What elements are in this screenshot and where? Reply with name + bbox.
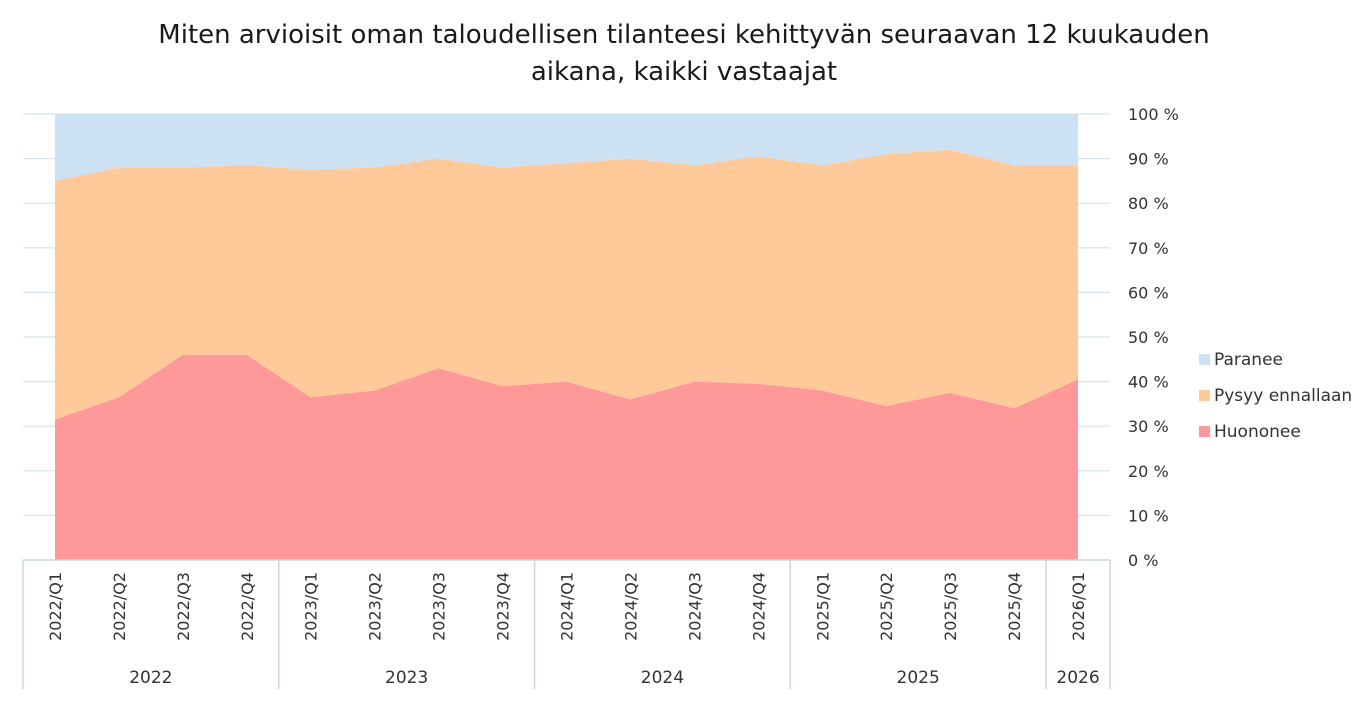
legend-swatch (1199, 390, 1210, 401)
y-tick-label: 40 % (1128, 373, 1169, 392)
y-tick-label: 100 % (1128, 105, 1179, 124)
legend-label: Pysyy ennallaan (1214, 386, 1352, 406)
x-group-label: 2023 (385, 668, 428, 688)
legend-swatch (1199, 426, 1210, 437)
x-tick-label: 2024/Q4 (749, 572, 768, 641)
x-axis: 2022/Q1 2022/Q2 2022/Q3 2022/Q4 2023/Q1 2023/… (22, 559, 1111, 689)
x-tick-label: 2025/Q1 (813, 572, 832, 641)
x-tick-label: 2023/Q2 (366, 572, 385, 641)
area-pysyy-ennallaan (55, 149, 1078, 420)
chart-title: Miten arvioisit oman taloudellisen tilan… (158, 20, 1209, 87)
x-tick-label: 2024/Q2 (621, 572, 640, 641)
y-tick-label: 0 % (1128, 551, 1158, 570)
x-tick-label: 2025/Q3 (941, 572, 960, 641)
legend-swatch (1199, 354, 1210, 365)
chart-title-line: Miten arvioisit oman taloudellisen tilan… (158, 20, 1209, 50)
y-tick-label: 10 % (1128, 506, 1169, 525)
x-tick-label: 2022/Q1 (46, 572, 65, 641)
x-group-label: 2024 (641, 668, 684, 688)
area-paranee (55, 114, 1078, 181)
y-axis-ticks: 0 % 10 % 20 % 30 % 40 % 50 % 60 % 70 % 80 % 90 % 1… (1128, 105, 1179, 570)
x-tick-label: 2023/Q1 (302, 572, 321, 641)
y-tick-label: 30 % (1128, 417, 1169, 436)
x-group-label: 2026 (1056, 668, 1099, 688)
x-tick-label: 2026/Q1 (1069, 572, 1088, 641)
y-tick-label: 90 % (1128, 150, 1169, 169)
x-tick-label: 2025/Q2 (877, 572, 896, 641)
legend-label: Huononee (1214, 422, 1301, 442)
y-tick-label: 50 % (1128, 328, 1169, 347)
y-tick-label: 70 % (1128, 239, 1169, 258)
y-tick-label: 20 % (1128, 462, 1169, 481)
area-huononee (55, 354, 1078, 560)
x-group-label: 2022 (129, 668, 172, 688)
x-tick-label: 2022/Q3 (174, 572, 193, 641)
stacked-areas (55, 114, 1078, 560)
x-tick-label: 2025/Q4 (1005, 572, 1024, 641)
x-tick-label: 2022/Q4 (238, 572, 257, 641)
x-tick-label: 2024/Q1 (558, 572, 577, 641)
x-tick-label: 2024/Q3 (685, 572, 704, 641)
legend-label: Paranee (1214, 350, 1283, 370)
chart-title-line: aikana, kaikki vastaajat (531, 57, 837, 87)
x-tick-label: 2023/Q4 (494, 572, 513, 641)
x-group-label: 2025 (897, 668, 940, 688)
y-tick-label: 80 % (1128, 194, 1169, 213)
x-tick-label: 2023/Q3 (430, 572, 449, 641)
y-tick-label: 60 % (1128, 283, 1169, 302)
legend: Paranee Pysyy ennallaan Huononee (1199, 350, 1352, 442)
x-tick-label: 2022/Q2 (110, 572, 129, 641)
